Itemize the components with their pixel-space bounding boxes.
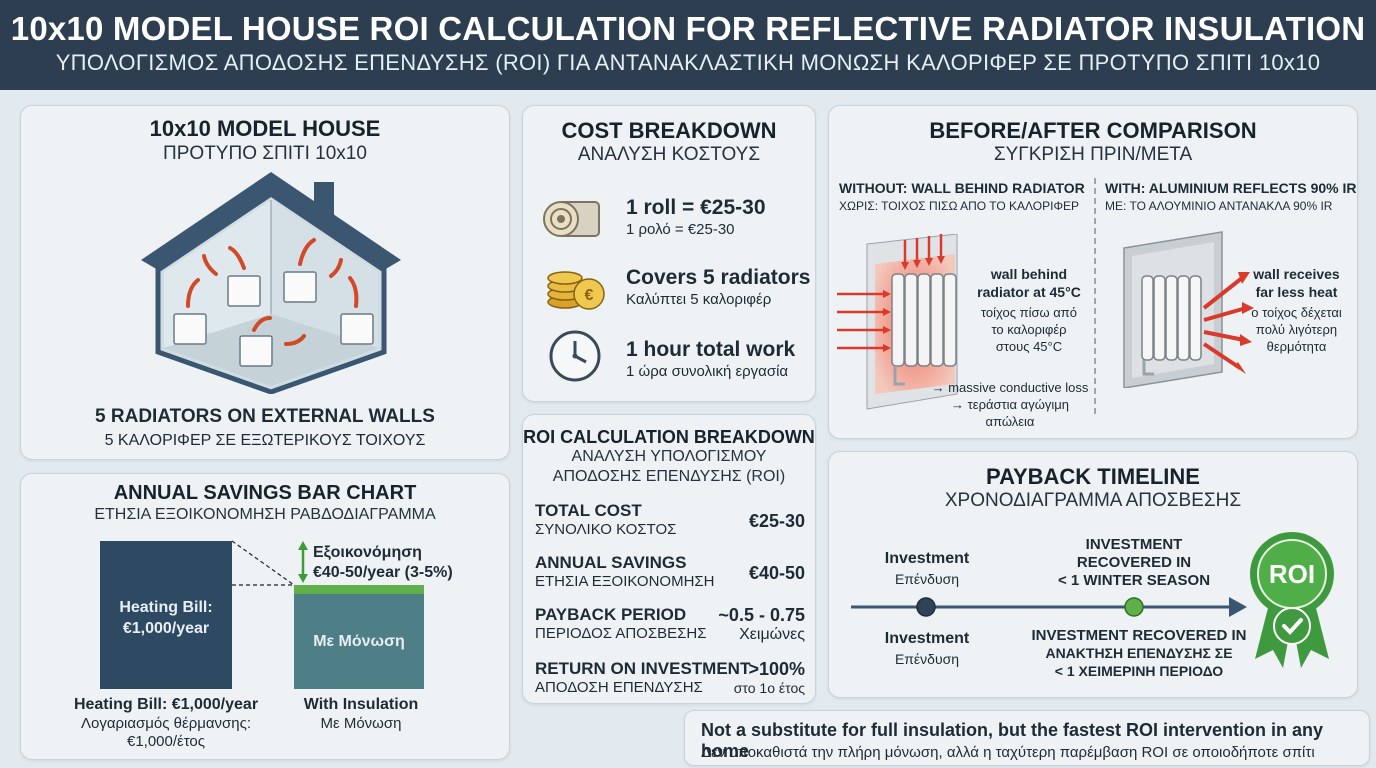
saving-amount-label-1: Εξοικονόμηση <box>313 544 422 561</box>
bar1-caption-gr-1: Λογαριασμός θέρμανσης: <box>80 715 252 732</box>
without-heading: WITHOUT: WALL BEHIND RADIATOR <box>839 180 1085 196</box>
cost-item-3-label: 1 hour total work <box>626 338 796 361</box>
timeline-mid-bottom-3: < 1 ΧΕΙΜΕΡΙΝΗ ΠΕΡΙΟΔΟ <box>1054 663 1224 679</box>
cost-title: COST BREAKDOWN <box>561 118 777 143</box>
without-loss: → massive conductive loss <box>931 380 1089 395</box>
svg-text:€: € <box>585 287 594 304</box>
roi-row-3-label-gr: ΠΕΡΙΟΔΟΣ ΑΠΟΣΒΕΣΗΣ <box>535 625 707 642</box>
timeline-line <box>851 597 1247 617</box>
cost-item-1-label-gr: 1 ρολό = €25-30 <box>626 221 735 238</box>
roi-row-4-label-gr: ΑΠΟΔΟΣΗ ΕΠΕΝΔΥΣΗΣ <box>535 679 703 696</box>
without-note-gr-2: το καλοριφέρ <box>991 322 1067 337</box>
cost-subtitle: ΑΝΑΛΥΣΗ ΚΟΣΤΟΥΣ <box>577 144 761 165</box>
roi-row-4-label: RETURN ON INVESTMENT <box>535 659 751 678</box>
without-loss-gr-1: → τεράστια αγώγιμη <box>951 397 1069 412</box>
house-subtitle: ΠΡΟΤΥΠΟ ΣΠΙΤΙ 10x10 <box>163 143 367 164</box>
roi-row-3-label: PAYBACK PERIOD <box>535 605 687 624</box>
with-note-gr-3: θερμότητα <box>1266 339 1327 354</box>
roi-row-3-value-gr: Χειμώνες <box>739 626 805 643</box>
comparison-divider <box>1094 178 1096 414</box>
payback-title: PAYBACK TIMELINE <box>986 464 1200 489</box>
timeline-mid-top-1: INVESTMENT <box>1085 536 1183 553</box>
roi-title: ROI CALCULATION BREAKDOWN <box>523 427 815 447</box>
timeline-mid-bottom-1: INVESTMENT RECOVERED IN <box>1031 627 1247 644</box>
roi-subtitle-2: ΑΠΟΔΟΣΗΣ ΕΠΕΝΔΥΣΗΣ (ROI) <box>552 468 786 485</box>
bar2-caption-gr: Με Μόνωση <box>320 715 402 732</box>
cost-item-2-label-gr: Καλύπτει 5 καλοριφέρ <box>626 291 772 308</box>
timeline-start-label-below-gr: Επένδυση <box>894 651 960 667</box>
timeline-mid-top-3: < 1 WINTER SEASON <box>1057 572 1211 589</box>
roi-panel: ROI CALCULATION BREAKDOWN ΑΝΑΛΥΣΗ ΥΠΟΛΟΓ… <box>522 414 816 704</box>
roi-row-2-label-gr: ΕΤΗΣΙΑ ΕΞΟΙΚΟΝΟΜΗΣΗ <box>535 573 715 590</box>
with-note-2: far less heat <box>1255 284 1338 300</box>
without-loss-gr-2: απώλεια <box>985 414 1035 429</box>
with-heading: WITH: ALUMINIUM REFLECTS 90% IR <box>1105 180 1357 196</box>
savings-connector <box>231 540 308 586</box>
payback-panel: PAYBACK TIMELINE ΧΡΟΝΟΔΙΑΓΡΑΜΜΑ ΑΠΟΣΒΕΣΗ… <box>828 451 1358 698</box>
bar-heating-bill <box>100 541 232 689</box>
roi-subtitle-1: ΑΝΑΛΥΣΗ ΥΠΟΛΟΓΙΣΜΟΥ <box>571 448 767 465</box>
bar-with-insulation-label: Με Μόνωση <box>313 633 405 650</box>
timeline-mid-top-2: RECOVERED IN <box>1076 554 1192 571</box>
cost-item-3-label-gr: 1 ώρα συνολική εργασία <box>626 363 789 380</box>
roi-row-1-label: TOTAL COST <box>535 501 642 520</box>
comparison-title: BEFORE/AFTER COMPARISON <box>929 118 1257 143</box>
roi-row-3-value: ~0.5 - 0.75 <box>718 605 805 625</box>
insulation-roll-icon <box>543 201 600 237</box>
comparison-subtitle: ΣΥΓΚΡΙΣΗ ΠΡΙΝ/ΜΕΤΑ <box>993 144 1193 165</box>
savings-title: ANNUAL SAVINGS BAR CHART <box>113 482 417 504</box>
house-title: 10x10 MODEL HOUSE <box>149 116 381 141</box>
bar-with-insulation <box>294 594 424 689</box>
house-panel: 10x10 MODEL HOUSE ΠΡΟΤΥΠΟ ΣΠΙΤΙ 10x10 5 … <box>20 105 510 460</box>
footer-note-gr: Δεν υποκαθιστά την πλήρη μόνωση, αλλά η … <box>701 744 1315 761</box>
without-heading-gr: ΧΩΡΙΣ: ΤΟΙΧΟΣ ΠΙΣΩ ΑΠΟ ΤΟ ΚΑΛΟΡΙΦΕΡ <box>839 199 1080 213</box>
timeline-start-label-gr: Επένδυση <box>894 571 960 587</box>
roi-row-1-label-gr: ΣΥΝΟΛΙΚΟ ΚΟΣΤΟΣ <box>535 521 677 538</box>
radiator-with-foil-illustration <box>1123 231 1254 388</box>
house-caption-gr: 5 ΚΑΛΟΡΙΦΕΡ ΣΕ ΕΞΩΤΕΡΙΚΟΥΣ ΤΟΙΧΟΥΣ <box>104 432 426 449</box>
bar1-caption-gr-2: €1,000/έτος <box>126 733 206 750</box>
house-illustration <box>141 172 401 394</box>
cost-item-2-label: Covers 5 radiators <box>626 266 811 289</box>
with-note-gr-2: πολύ λιγότερη <box>1255 322 1338 337</box>
roi-badge-icon: ROI <box>1250 532 1334 668</box>
savings-subtitle: ΕΤΗΣΙΑ ΕΞΟΙΚΟΝΟΜΗΣΗ ΡΑΒΔΟΔΙΑΓΡΑΜΜΑ <box>94 506 436 523</box>
with-note-gr-1: ο τοίχος δέχεται <box>1251 305 1342 320</box>
timeline-start-label-below: Investment <box>884 630 970 647</box>
roi-row-2-label: ANNUAL SAVINGS <box>535 553 687 572</box>
roi-row-2-value: €40-50 <box>748 563 805 583</box>
comparison-panel: BEFORE/AFTER COMPARISON ΣΥΓΚΡΙΣΗ ΠΡΙΝ/ΜΕ… <box>828 105 1358 439</box>
clock-icon <box>549 330 601 382</box>
with-note-1: wall receives <box>1253 266 1340 282</box>
without-note-2: radiator at 45°C <box>977 284 1081 300</box>
saving-amount-label-2: €40-50/year (3-5%) <box>313 564 453 581</box>
bar-heating-bill-label-2: €1,000/year <box>122 620 210 637</box>
without-note-gr-1: τοίχος πίσω από <box>980 305 1077 320</box>
roi-row-4-value: >100% <box>748 659 805 679</box>
footer-note-en: Not a substitute for full insulation, bu… <box>701 720 1324 761</box>
house-caption: 5 RADIATORS ON EXTERNAL WALLS <box>95 406 435 427</box>
header: 10x10 MODEL HOUSE ROI CALCULATION FOR RE… <box>0 0 1376 90</box>
bar-saving-segment <box>294 585 424 594</box>
with-heading-gr: ΜΕ: ΤΟ ΑΛΟΥΜΙΝΙΟ ΑΝΤΑΝΑΚΛΑ 90% IR <box>1105 199 1333 213</box>
coins-icon: € <box>547 271 605 310</box>
roi-row-4-value-gr: στο 1ο έτος <box>733 680 805 696</box>
roi-badge-label: ROI <box>1269 559 1315 589</box>
roi-row-1-value: €25-30 <box>748 511 805 531</box>
without-note-gr-3: στους 45°C <box>995 339 1063 354</box>
page-title: 10x10 MODEL HOUSE ROI CALCULATION FOR RE… <box>10 10 1366 47</box>
without-note-1: wall behind <box>990 266 1068 282</box>
timeline-mid-bottom-2: ΑΝΑΚΤΗΣΗ ΕΠΕΝΔΥΣΗΣ ΣΕ <box>1045 645 1233 661</box>
footer-note: Not a substitute for full insulation, bu… <box>684 710 1370 766</box>
page-subtitle: ΥΠΟΛΟΓΙΣΜΟΣ ΑΠΟΔΟΣΗΣ ΕΠΕΝΔΥΣΗΣ (ROI) ΓΙΑ… <box>55 50 1321 75</box>
cost-item-1-label: 1 roll = €25-30 <box>626 196 766 219</box>
bar1-caption: Heating Bill: €1,000/year <box>73 696 259 713</box>
timeline-start-label: Investment <box>884 550 970 567</box>
bar-heating-bill-label-1: Heating Bill: <box>119 599 213 616</box>
radiator-without-insulation-illustration <box>837 234 958 410</box>
savings-panel: ANNUAL SAVINGS BAR CHART ΕΤΗΣΙΑ ΕΞΟΙΚΟΝΟ… <box>20 473 510 760</box>
bar2-caption: With Insulation <box>303 696 419 713</box>
cost-panel: COST BREAKDOWN ΑΝΑΛΥΣΗ ΚΟΣΤΟΥΣ 1 roll = … <box>522 105 816 402</box>
payback-subtitle: ΧΡΟΝΟΔΙΑΓΡΑΜΜΑ ΑΠΟΣΒΕΣΗΣ <box>944 490 1242 511</box>
